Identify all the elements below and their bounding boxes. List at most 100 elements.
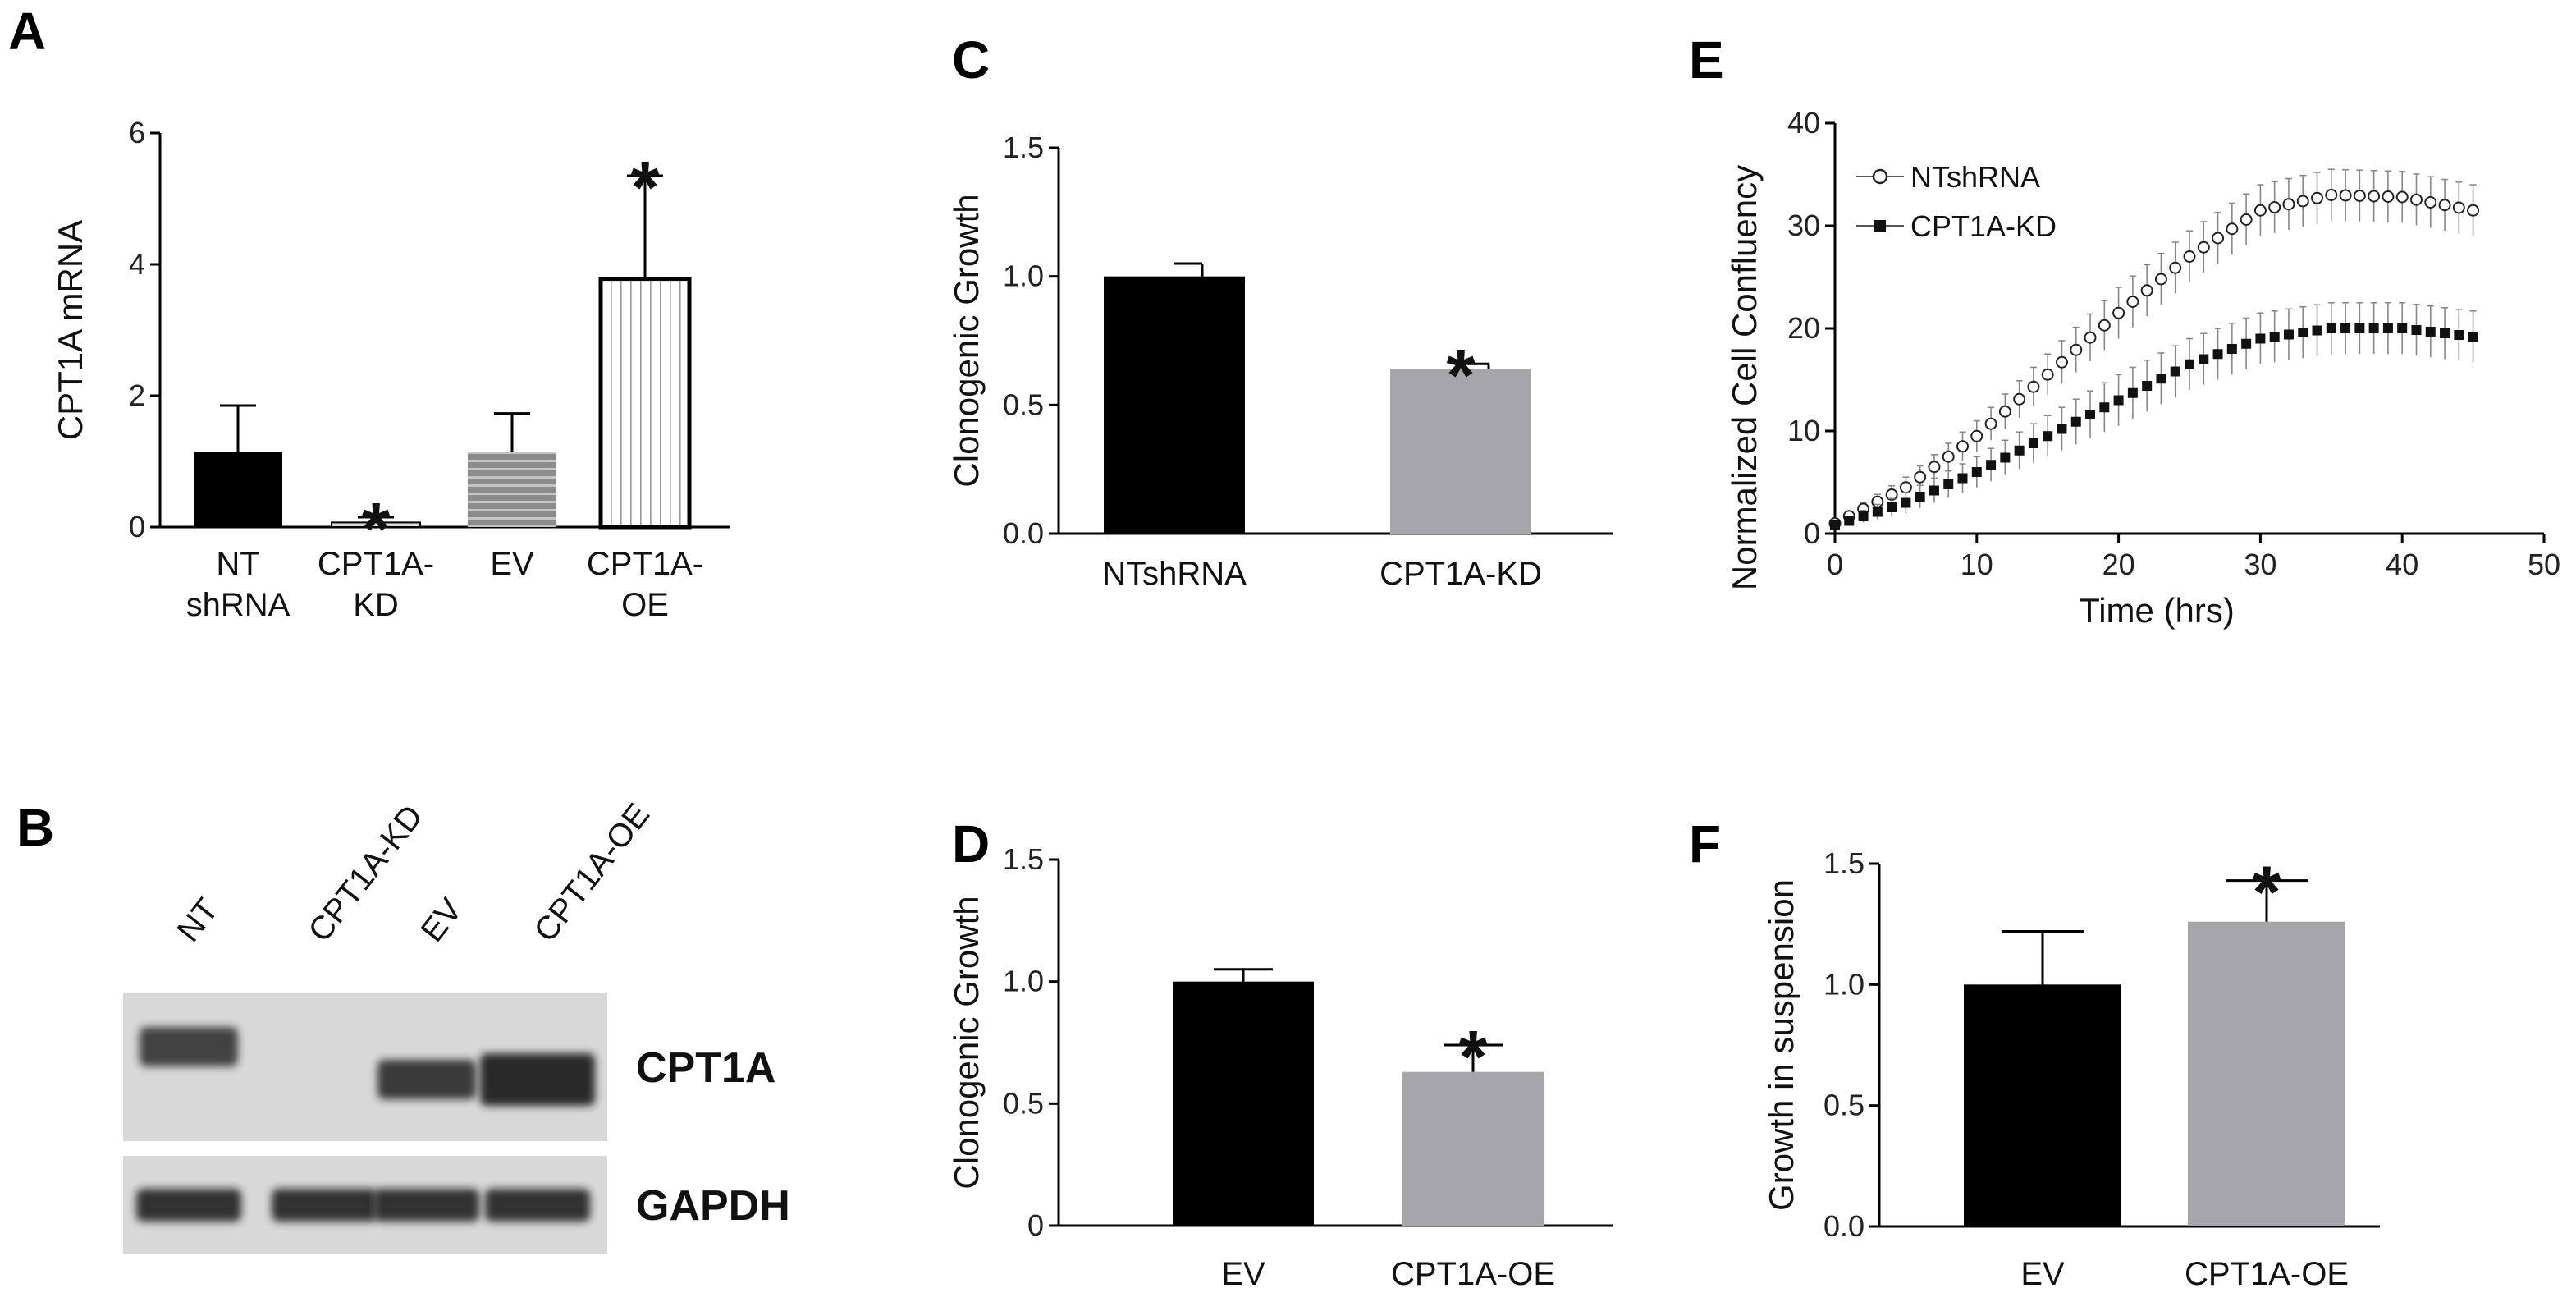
blot-row-label: CPT1A (636, 1044, 776, 1092)
data-point (2325, 189, 2338, 201)
data-point (1929, 485, 1939, 496)
significance-star: * (2252, 852, 2281, 934)
data-point (2112, 306, 2125, 319)
y-tick-label: 1.0 (1003, 965, 1044, 998)
y-tick-label: 1.5 (1003, 842, 1044, 876)
data-point (2382, 190, 2395, 203)
data-point (2368, 323, 2379, 333)
x-tick-label: 0 (1827, 548, 1843, 581)
data-point (2212, 232, 2225, 245)
data-point (2424, 196, 2437, 209)
data-point (2183, 250, 2196, 263)
category-label: EV (490, 546, 534, 582)
data-point (1901, 497, 1911, 508)
data-point (2226, 222, 2239, 236)
data-point (2084, 331, 2097, 344)
data-point (1928, 461, 1941, 474)
data-point (2326, 323, 2336, 333)
category-label: KD (353, 587, 399, 623)
data-point (2253, 204, 2267, 217)
data-point (2085, 410, 2096, 419)
chart-c-clonogenic-kd: 0.0 0.5 1.0 1.5 Clonogenic Growth NTshRNA * CPT… (947, 131, 1613, 592)
data-point (2013, 392, 2026, 406)
y-tick-label: 0.0 (1823, 1209, 1865, 1243)
bar (2188, 921, 2345, 1226)
data-point (1984, 417, 1997, 430)
y-tick-label: 6 (129, 116, 145, 149)
data-point (2468, 332, 2478, 342)
category-label: EV (2020, 1256, 2065, 1292)
panel-letter-a: A (8, 2, 46, 61)
category-label: CPT1A-KD (1380, 556, 1542, 592)
data-point (2156, 374, 2166, 384)
blot-band (480, 1053, 595, 1106)
data-point (1956, 440, 1970, 453)
y-tick-label: 0 (1804, 516, 1820, 550)
data-point (1899, 481, 1912, 494)
data-point (2311, 191, 2324, 204)
blot-band (272, 1189, 377, 1222)
y-tick-label: 1.0 (1823, 967, 1865, 1001)
data-point (1844, 516, 1855, 526)
y-tick-label: 1.5 (1003, 131, 1044, 164)
lane-label: CPT1A-OE (527, 797, 657, 949)
y-axis-title: Normalized Cell Confluency (1725, 165, 1764, 590)
y-tick-label: 40 (1787, 106, 1820, 140)
data-point (1858, 511, 1869, 521)
data-point (1971, 467, 1982, 477)
bar (1104, 276, 1245, 534)
chart-f-suspension: 0.0 0.5 1.0 1.5 Growth in suspension EV * CPT1A… (1762, 846, 2380, 1292)
blot-band (377, 1060, 476, 1099)
data-point (2368, 190, 2381, 203)
data-point (1998, 405, 2011, 418)
data-point (2397, 323, 2408, 333)
y-tick-label: 0 (129, 510, 145, 543)
data-point (2154, 273, 2167, 286)
y-tick-label: 20 (1787, 311, 1820, 345)
data-point (2395, 190, 2409, 204)
bar (468, 452, 556, 527)
data-point (1970, 429, 1983, 442)
blot-row-label: GAPDH (636, 1182, 790, 1230)
y-axis-title: CPT1A mRNA (51, 220, 89, 440)
legend-label: NTshRNA (1910, 160, 2040, 194)
data-point (2298, 328, 2308, 337)
data-point (2142, 381, 2153, 391)
data-point (2452, 201, 2465, 214)
data-point (2170, 366, 2180, 377)
bar (1402, 1071, 1544, 1226)
panel-letter-c: C (952, 30, 990, 89)
category-label: CPT1A-OE (1391, 1256, 1555, 1292)
data-point (2425, 327, 2436, 337)
data-point (2269, 332, 2280, 342)
significance-star: * (630, 147, 659, 229)
lane-label: NT (170, 892, 226, 948)
data-point (2043, 431, 2053, 442)
data-point (1914, 470, 1927, 484)
y-tick-label: 4 (129, 247, 145, 281)
panel-letter-b: B (16, 798, 54, 857)
bar (1964, 984, 2121, 1226)
data-point (2296, 195, 2309, 208)
data-point (2127, 387, 2138, 398)
data-point (2312, 325, 2322, 336)
data-point (2113, 395, 2124, 406)
data-point (2283, 329, 2294, 340)
data-point (2440, 328, 2450, 338)
y-tick-label: 0 (1027, 1208, 1044, 1242)
significance-star: * (1458, 1016, 1487, 1098)
legend-marker (1874, 220, 1886, 232)
x-tick-label: 30 (2244, 548, 2276, 581)
y-tick-label: 0.5 (1003, 1086, 1044, 1120)
data-point (2014, 445, 2025, 456)
data-point (1872, 507, 1883, 517)
data-point (2353, 190, 2366, 202)
data-point (2199, 354, 2209, 364)
significance-star: * (361, 488, 390, 571)
category-label: CPT1A- (587, 546, 703, 582)
data-point (1830, 520, 1840, 530)
bar (194, 452, 282, 527)
data-point (1957, 473, 1968, 484)
category-label: EV (1221, 1256, 1265, 1292)
